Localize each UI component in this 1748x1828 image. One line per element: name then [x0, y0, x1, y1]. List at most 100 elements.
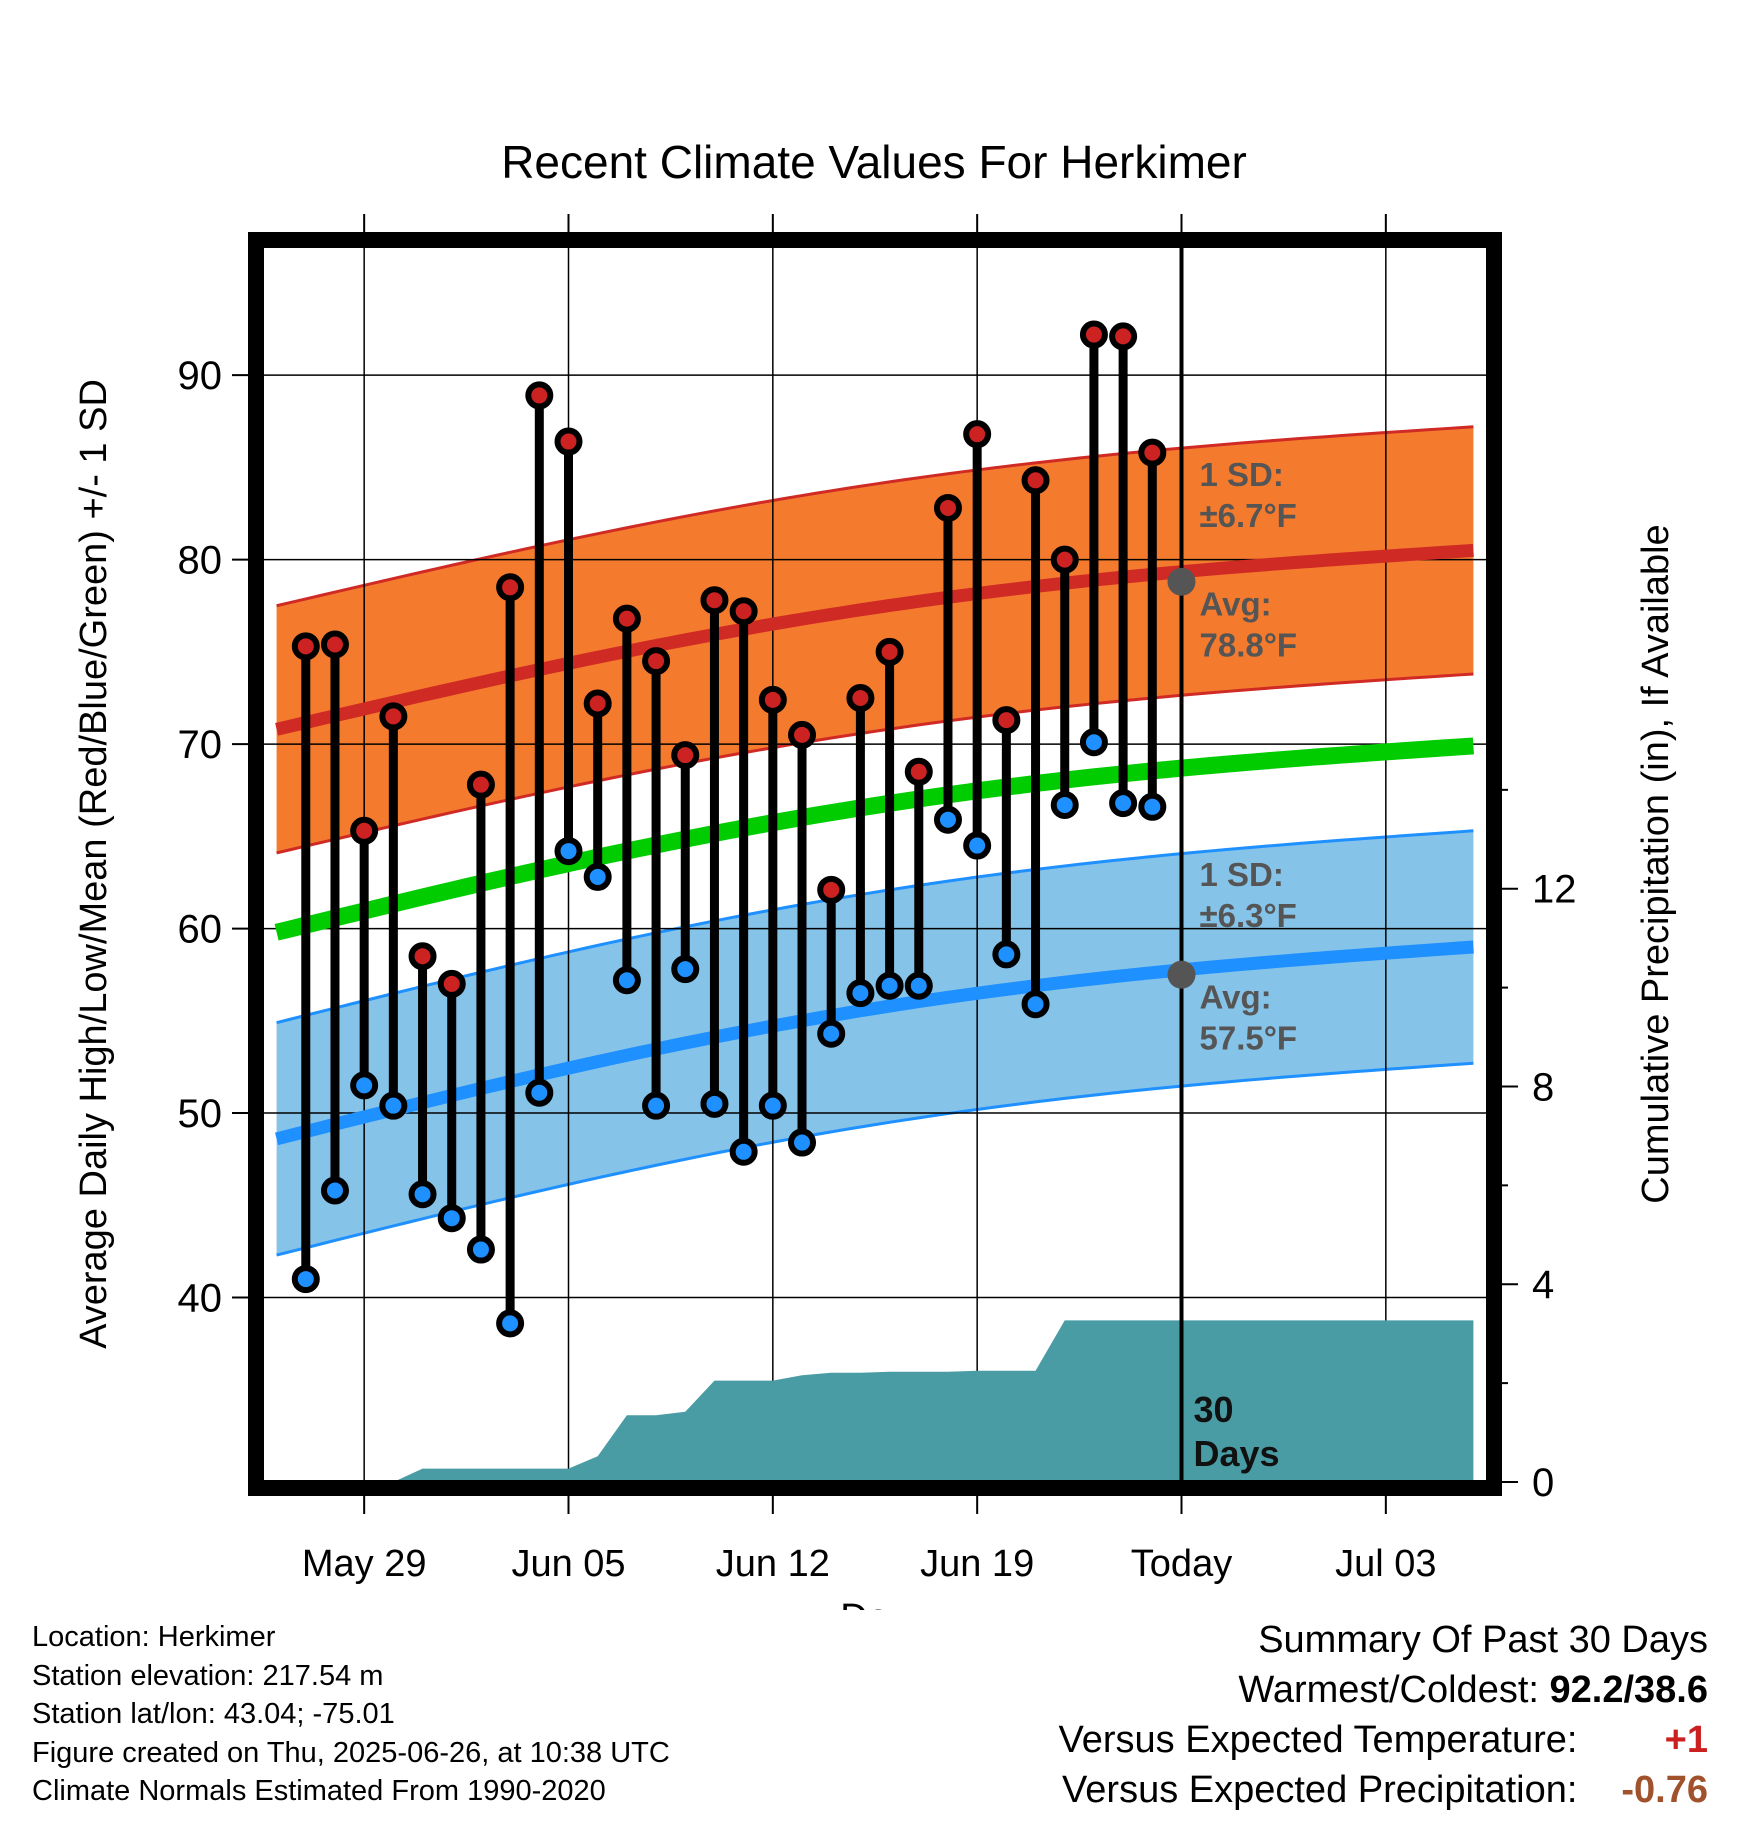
daily-high-point [554, 427, 583, 456]
daily-low-point [963, 831, 992, 860]
normal-high-line [275, 543, 1474, 736]
y2-tick-label: 4 [1532, 1263, 1554, 1307]
daily-low-point [875, 971, 904, 1000]
low-sd-band-lower-edge [276, 1061, 1474, 1257]
daily-low-point [729, 1137, 758, 1166]
daily-low-point [466, 1235, 495, 1264]
precip-label: Versus Expected Precipitation: [1062, 1769, 1578, 1811]
precip-row: Versus Expected Precipitation: -0.76 [1059, 1765, 1708, 1815]
daily-high-point [379, 702, 408, 731]
daily-low-point [700, 1089, 729, 1118]
x-tick-label: Jun 05 [511, 1543, 625, 1585]
daily-high-point [320, 630, 349, 659]
latlon-text: Station lat/lon: 43.04; -75.01 [32, 1698, 395, 1730]
daily-high-point [642, 647, 671, 676]
high-sd-band [276, 426, 1474, 853]
warm-cold-value: 92.2/38.6 [1549, 1669, 1708, 1711]
y2-axis-label: Cumulative Precipitation (in), If Availa… [1635, 524, 1677, 1203]
y-tick-label: 80 [178, 539, 223, 583]
daily-low-point [1021, 990, 1050, 1019]
normals-text: Climate Normals Estimated From 1990-2020 [32, 1775, 606, 1807]
daily-high-point [1021, 466, 1050, 495]
daily-high-point [758, 685, 787, 714]
x-tick-label: May 29 [302, 1543, 427, 1585]
elevation-text: Station elevation: 217.54 m [32, 1659, 384, 1692]
high-sd-band-lower-edge [276, 672, 1474, 855]
daily-high-point [817, 875, 846, 904]
daily-high-point [1079, 320, 1108, 349]
summary-panel: Summary Of Past 30 Days Warmest/Coldest:… [1059, 1615, 1708, 1815]
daily-high-point [291, 632, 320, 661]
high-avg-value: 78.8°F [1200, 627, 1298, 664]
x-tick-label: Jun 12 [716, 1543, 830, 1585]
daily-low-point [1050, 790, 1079, 819]
today-high-avg-marker [1167, 567, 1196, 596]
daily-low-point [758, 1091, 787, 1120]
high-sd-label: 1 SD: [1200, 456, 1284, 493]
y-tick-label: 40 [178, 1277, 223, 1321]
plot-area: 1 SD: ±6.7°F Avg: 78.8°F 1 SD: ±6.3°F Avg: 57.5… [262, 246, 1488, 1482]
y-axis-label: Average Daily High/Low/Mean (Red/Blue/Gr… [73, 379, 115, 1349]
daily-low-point [642, 1091, 671, 1120]
low-avg-value: 57.5°F [1200, 1020, 1298, 1057]
y-tick-label: 90 [178, 354, 223, 398]
normal-mean-line [274, 737, 1474, 941]
today-low-avg-marker [1167, 960, 1196, 989]
daily-low-point [291, 1265, 320, 1294]
x-tick-label: Today [1131, 1543, 1232, 1585]
daily-low-point [788, 1128, 817, 1157]
daily-low-point [437, 1204, 466, 1233]
daily-high-point [992, 706, 1021, 735]
daily-low-point [525, 1078, 554, 1107]
daily-low-point [554, 837, 583, 866]
daily-high-point [904, 757, 933, 786]
low-sd-value: ±6.3°F [1200, 897, 1297, 934]
daily-high-point [1050, 545, 1079, 574]
summary-title: Summary Of Past 30 Days [1258, 1619, 1708, 1661]
chart-title: Recent Climate Values For Herkimer [501, 136, 1247, 188]
low-sd-band-upper-edge [276, 829, 1474, 1025]
low-sd-label: 1 SD: [1200, 856, 1284, 893]
location-text: Location: Herkimer [32, 1621, 276, 1653]
daily-low-point [817, 1019, 846, 1048]
daily-high-point [788, 720, 817, 749]
warm-cold-row: Warmest/Coldest: 92.2/38.6 [1059, 1665, 1708, 1715]
daily-high-point [408, 942, 437, 971]
daily-high-point [350, 816, 379, 845]
daily-low-point [1138, 792, 1167, 821]
daily-high-point [700, 586, 729, 615]
daily-low-point [1079, 728, 1108, 757]
daily-low-point [846, 979, 875, 1008]
x-tick-label: Jun 19 [920, 1543, 1034, 1585]
window-label-number: 30 [1194, 1389, 1234, 1430]
daily-high-point [466, 770, 495, 799]
daily-high-point [612, 604, 641, 633]
daily-high-point [583, 689, 612, 718]
y2-tick-label: 12 [1532, 868, 1577, 912]
temp-value: +1 [1664, 1719, 1708, 1761]
low-avg-label: Avg: [1200, 979, 1272, 1016]
created-text: Figure created on Thu, 2025-06-26, at 10… [32, 1736, 670, 1769]
y-tick-label: 70 [178, 723, 223, 767]
high-avg-label: Avg: [1200, 586, 1272, 623]
temp-row: Versus Expected Temperature: +1 [1059, 1715, 1708, 1765]
station-info: Location: Herkimer Station elevation: 21… [32, 1618, 670, 1811]
y-tick-label: 60 [178, 908, 223, 952]
daily-low-point [1109, 789, 1138, 818]
daily-low-point [904, 971, 933, 1000]
daily-high-point [846, 683, 875, 712]
daily-low-point [671, 955, 700, 984]
daily-high-point [963, 420, 992, 449]
y2-tick-label: 0 [1532, 1461, 1554, 1505]
precip-value: -0.76 [1621, 1769, 1708, 1811]
precip-area [276, 1320, 1474, 1482]
daily-high-point [437, 969, 466, 998]
temp-label: Versus Expected Temperature: [1058, 1719, 1578, 1761]
daily-high-point [671, 741, 700, 770]
high-sd-value: ±6.7°F [1200, 497, 1297, 534]
normal-low-line [275, 940, 1474, 1146]
daily-low-point [583, 862, 612, 891]
y-tick-label: 50 [178, 1092, 223, 1136]
daily-low-point [933, 805, 962, 834]
